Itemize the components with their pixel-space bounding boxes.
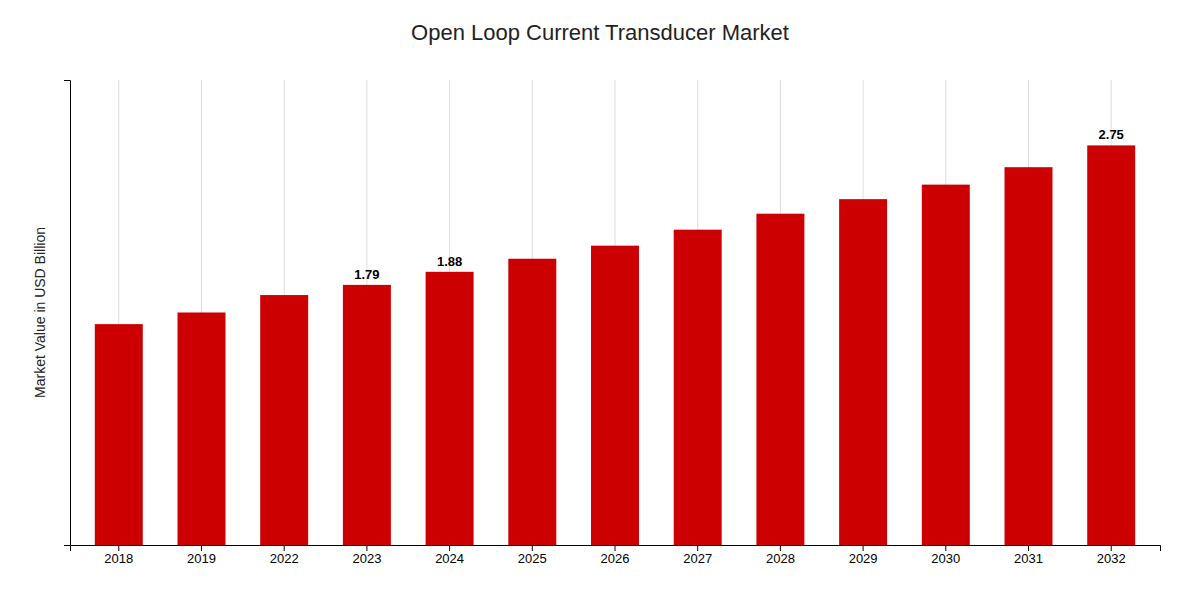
bar [426,272,474,545]
y-axis [64,81,71,546]
x-tick: 2028 [766,545,795,566]
x-tick-label: 2031 [1014,551,1043,566]
x-tick: 2032 [1097,545,1126,566]
x-tick: 2024 [435,545,464,566]
data-labels: 1.79 1.88 2.75 [354,127,1124,282]
plot-area: 2018 2019 2022 2023 2024 2025 2026 2027 2028 2029… [64,80,1161,566]
x-tick-label: 2030 [931,551,960,566]
bar [178,313,226,546]
x-axis: 2018 2019 2022 2023 2024 2025 2026 2027 2028 2029… [71,545,1161,566]
x-tick: 2023 [352,545,381,566]
x-tick: 2030 [931,545,960,566]
grid [119,80,1111,545]
bar [508,259,556,545]
x-tick-label: 2027 [683,551,712,566]
bar [591,246,639,545]
data-label: 1.88 [437,254,462,269]
x-tick-mark [118,545,119,551]
x-tick-label: 2026 [601,551,630,566]
x-tick-mark [780,545,781,551]
bar [1005,167,1053,545]
x-tick-mark [1111,545,1112,551]
chart-svg: Open Loop Current Transducer Market20182… [0,0,1200,600]
x-tick: 2018 [104,545,133,566]
x-tick-mark [697,545,698,551]
x-tick-label: 2029 [849,551,878,566]
x-tick: 2027 [683,545,712,566]
x-tick-label: 2025 [518,551,547,566]
x-tick-label: 2022 [270,551,299,566]
data-label: 2.75 [1099,127,1124,142]
x-tick-mark [201,545,202,551]
data-label: 1.79 [354,267,379,282]
bar [343,285,391,545]
bars [95,145,1135,545]
bar [260,295,308,545]
bar [839,199,887,545]
x-tick: 2019 [187,545,216,566]
x-tick-mark [863,545,864,551]
x-tick-mark [532,545,533,551]
chart-title: Open Loop Current Transducer Market [411,20,789,45]
x-axis-line [71,546,1161,552]
chart-container: Open Loop Current Transducer Market20182… [0,0,1200,600]
x-tick-label: 2019 [187,551,216,566]
x-tick-mark [366,545,367,551]
x-tick-label: 2023 [352,551,381,566]
x-tick-label: 2032 [1097,551,1126,566]
bar [95,324,143,545]
x-tick-label: 2018 [104,551,133,566]
bar [674,230,722,545]
x-tick: 2022 [270,545,299,566]
bar [756,214,804,545]
x-tick-mark [449,545,450,551]
x-tick: 2031 [1014,545,1043,566]
x-tick-mark [1028,545,1029,551]
x-tick: 2029 [849,545,878,566]
y-axis-title: Market Value in USD Billion [32,227,48,398]
y-axis-line [64,81,71,546]
x-tick-label: 2028 [766,551,795,566]
x-tick: 2025 [518,545,547,566]
x-tick-label: 2024 [435,551,464,566]
bar [1087,145,1135,545]
x-tick-mark [284,545,285,551]
x-tick-mark [615,545,616,551]
x-tick: 2026 [601,545,630,566]
x-tick-mark [945,545,946,551]
bar [922,185,970,545]
